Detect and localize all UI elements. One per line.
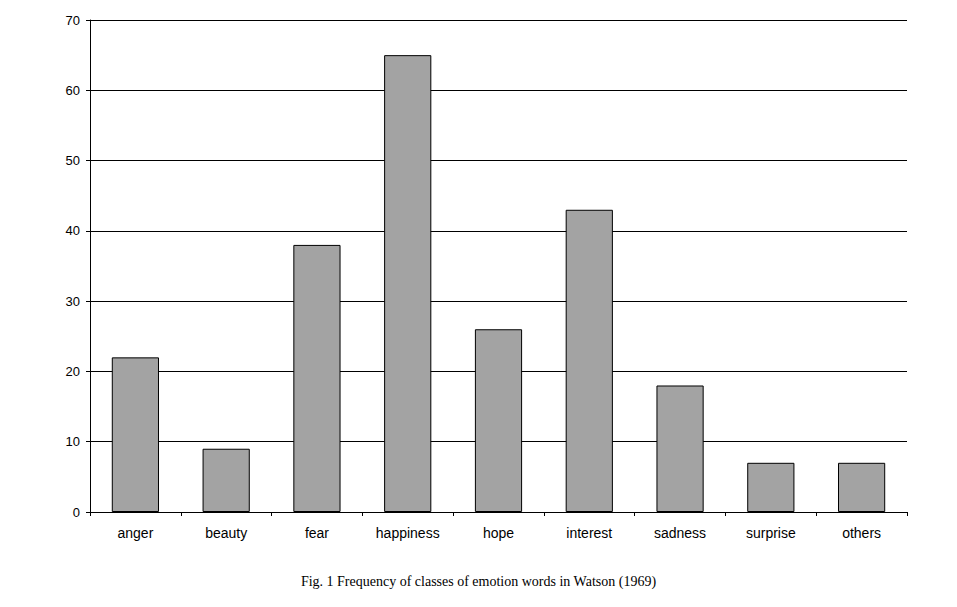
svg-text:beauty: beauty	[205, 525, 247, 541]
svg-text:10: 10	[66, 434, 80, 449]
svg-text:surprise: surprise	[746, 525, 796, 541]
svg-text:anger: anger	[117, 525, 153, 541]
svg-text:70: 70	[66, 13, 80, 28]
svg-text:60: 60	[66, 83, 80, 98]
svg-text:20: 20	[66, 364, 80, 379]
svg-text:50: 50	[66, 153, 80, 168]
svg-text:fear: fear	[305, 525, 329, 541]
svg-text:happiness: happiness	[376, 525, 440, 541]
svg-text:hope: hope	[483, 525, 514, 541]
svg-text:Fig. 1 Frequency of classes of: Fig. 1 Frequency of classes of emotion w…	[301, 574, 657, 590]
svg-text:30: 30	[66, 294, 80, 309]
svg-text:40: 40	[66, 223, 80, 238]
svg-text:0: 0	[73, 505, 80, 520]
svg-text:sadness: sadness	[654, 525, 706, 541]
svg-text:interest: interest	[566, 525, 612, 541]
svg-text:others: others	[842, 525, 881, 541]
